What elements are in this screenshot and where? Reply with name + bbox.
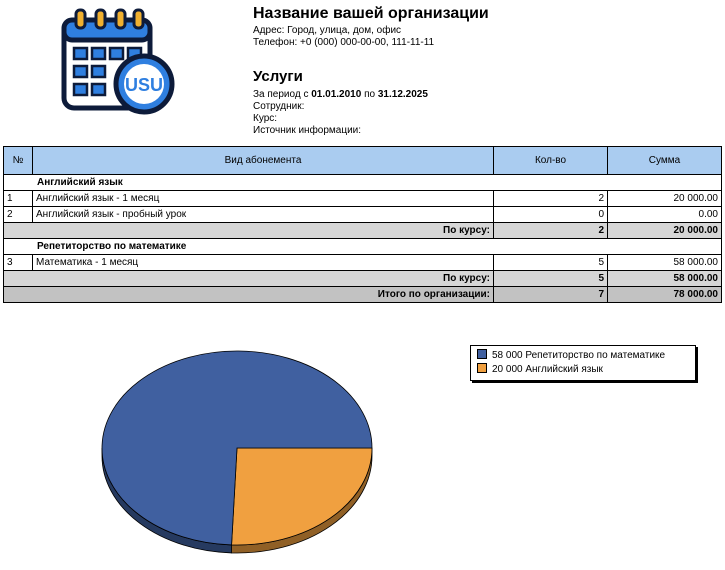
organization-name: Название вашей организации bbox=[253, 5, 489, 22]
period-to: 31.12.2025 bbox=[377, 89, 428, 100]
chart-legend: 58 000 Репетиторство по математике 20 00… bbox=[470, 345, 696, 381]
legend-item: 20 000 Английский язык bbox=[477, 363, 603, 375]
row-qty: 2 bbox=[493, 190, 608, 207]
row-qty: 0 bbox=[493, 206, 608, 223]
row-number: 1 bbox=[3, 190, 33, 207]
subtotal-row: По курсу: 5 58 000.00 bbox=[3, 270, 722, 287]
organization-phone: Телефон: +0 (000) 000-00-00, 111-11-11 bbox=[253, 37, 435, 48]
course-label: Курс: bbox=[253, 113, 278, 124]
table-row: 3 Математика - 1 месяц 5 58 000.00 bbox=[3, 254, 722, 271]
legend-label: 58 000 Репетиторство по математике bbox=[492, 350, 666, 361]
group-row: Репетиторство по математике bbox=[3, 238, 722, 255]
subtotal-row: По курсу: 2 20 000.00 bbox=[3, 222, 722, 239]
period-from: 01.01.2010 bbox=[311, 89, 362, 100]
row-name: Математика - 1 месяц bbox=[32, 254, 494, 271]
total-row: Итого по организации: 7 78 000.00 bbox=[3, 286, 722, 303]
col-sum: Сумма bbox=[607, 146, 722, 175]
subtotal-label: По курсу: bbox=[3, 270, 494, 287]
table-row: 1 Английский язык - 1 месяц 2 20 000.00 bbox=[3, 190, 722, 207]
pie-slice bbox=[101, 350, 373, 546]
row-qty: 5 bbox=[493, 254, 608, 271]
pie-slice bbox=[231, 447, 373, 546]
subtotal-label: По курсу: bbox=[3, 222, 494, 239]
subtotal-qty: 5 bbox=[493, 270, 608, 287]
employee-label: Сотрудник: bbox=[253, 101, 305, 112]
period-mid: по bbox=[364, 89, 376, 100]
row-sum: 20 000.00 bbox=[607, 190, 722, 207]
table-row: 2 Английский язык - пробный урок 0 0.00 bbox=[3, 206, 722, 223]
legend-swatch bbox=[477, 349, 487, 359]
subtotal-sum: 20 000.00 bbox=[607, 222, 722, 239]
table-header-row: № Вид абонемента Кол-во Сумма bbox=[3, 146, 722, 175]
legend-label: 20 000 Английский язык bbox=[492, 364, 603, 375]
group-name: Репетиторство по математике bbox=[3, 238, 722, 255]
services-table: № Вид абонемента Кол-во Сумма Английский… bbox=[3, 146, 722, 303]
source-label: Источник информации: bbox=[253, 125, 362, 136]
report-title: Услуги bbox=[253, 68, 303, 85]
period-prefix: За период с bbox=[253, 89, 309, 100]
row-name: Английский язык - 1 месяц bbox=[32, 190, 494, 207]
row-name: Английский язык - пробный урок bbox=[32, 206, 494, 223]
group-row: Английский язык bbox=[3, 174, 722, 191]
legend-swatch bbox=[477, 363, 487, 373]
total-qty: 7 bbox=[493, 286, 608, 303]
usu-logo: USU bbox=[61, 8, 175, 115]
total-sum: 78 000.00 bbox=[607, 286, 722, 303]
row-number: 3 bbox=[3, 254, 33, 271]
organization-address: Адрес: Город, улица, дом, офис bbox=[253, 25, 402, 36]
subtotal-qty: 2 bbox=[493, 222, 608, 239]
col-quantity: Кол-во bbox=[493, 146, 608, 175]
row-number: 2 bbox=[3, 206, 33, 223]
total-label: Итого по организации: bbox=[3, 286, 494, 303]
col-subscription-type: Вид абонемента bbox=[32, 146, 494, 175]
legend-item: 58 000 Репетиторство по математике bbox=[477, 349, 665, 361]
group-name: Английский язык bbox=[3, 174, 722, 191]
row-sum: 0.00 bbox=[607, 206, 722, 223]
subtotal-sum: 58 000.00 bbox=[607, 270, 722, 287]
col-number: № bbox=[3, 146, 33, 175]
pie-chart bbox=[101, 350, 373, 554]
logo-text: USU bbox=[125, 75, 163, 95]
row-sum: 58 000.00 bbox=[607, 254, 722, 271]
report-period: За период с 01.01.2010 по 31.12.2025 bbox=[253, 89, 428, 100]
